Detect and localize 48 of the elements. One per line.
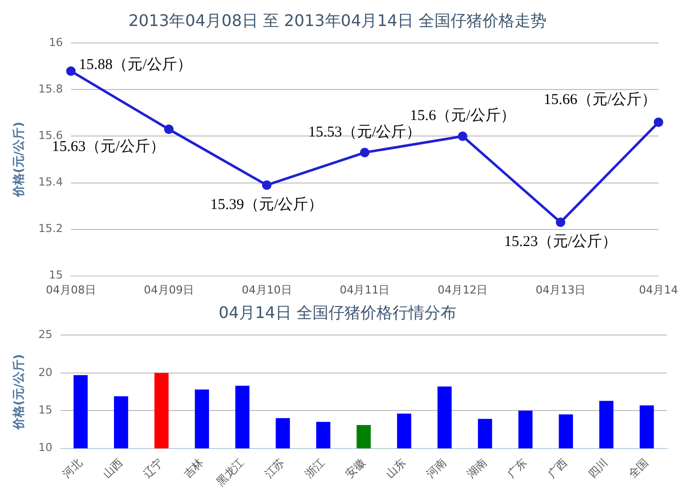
x-tick-label: 全国	[626, 456, 651, 481]
chart-title: 2013年04月08日 至 2013年04月14日 全国仔猪价格走势	[128, 10, 547, 30]
data-label: 15.66（元/公斤）	[544, 91, 657, 108]
x-tick-label: 河北	[60, 456, 85, 481]
x-tick-label: 04月08日	[46, 283, 96, 296]
y-tick-label: 15.2	[38, 222, 63, 236]
x-tick-label: 吉林	[181, 456, 206, 481]
point	[262, 180, 272, 190]
data-label: 15.23（元/公斤）	[504, 233, 618, 250]
x-tick-label: 广西	[545, 456, 570, 481]
point	[66, 66, 76, 76]
point	[360, 148, 370, 158]
data-label: 15.53（元/公斤）	[308, 123, 422, 140]
y-tick-label: 10	[38, 441, 52, 454]
y-tick-label: 15	[48, 268, 63, 282]
x-tick-label: 04月10日	[242, 283, 292, 296]
y-tick-label: 16	[48, 36, 63, 50]
point	[654, 118, 664, 128]
x-tick-label: 04月14	[639, 283, 678, 296]
y-axis-title: 价格(元/公斤)	[11, 354, 26, 430]
x-tick-label: 04月11日	[340, 283, 390, 296]
data-label: 15.39（元/公斤）	[210, 196, 324, 214]
x-tick-label: 四川	[586, 456, 610, 481]
x-tick-label: 山西	[100, 456, 126, 481]
x-tick-label: 河南	[424, 456, 449, 481]
point	[458, 131, 468, 141]
x-tick-label: 浙江	[302, 456, 328, 481]
x-tick-label: 江苏	[262, 456, 287, 481]
x-tick-label: 04月09日	[144, 283, 194, 296]
data-label: 15.6（元/公斤）	[410, 107, 516, 124]
y-axis-title: 价格(元/公斤)	[11, 122, 26, 198]
x-tick-label: 山东	[384, 456, 408, 481]
chart-title: 04月14日 全国仔猪价格行情分布	[218, 302, 456, 322]
y-tick-label: 15.4	[38, 176, 63, 189]
y-tick-label: 20	[38, 366, 52, 379]
x-tick-label: 04月13日	[536, 283, 586, 296]
x-tick-label: 广东	[504, 456, 530, 481]
point	[164, 124, 174, 134]
x-tick-label: 辽宁	[140, 456, 166, 481]
y-tick-label: 15	[38, 403, 52, 416]
data-label: 15.88（元/公斤）	[78, 56, 192, 74]
x-tick-label: 湖南	[464, 456, 490, 481]
point	[556, 218, 566, 228]
y-tick-label: 15.8	[38, 82, 63, 96]
y-tick-label: 25	[38, 328, 52, 342]
x-tick-label: 黑龙江	[214, 456, 247, 488]
x-tick-label: 04月12日	[438, 283, 488, 296]
x-tick-label: 安徽	[343, 456, 368, 481]
